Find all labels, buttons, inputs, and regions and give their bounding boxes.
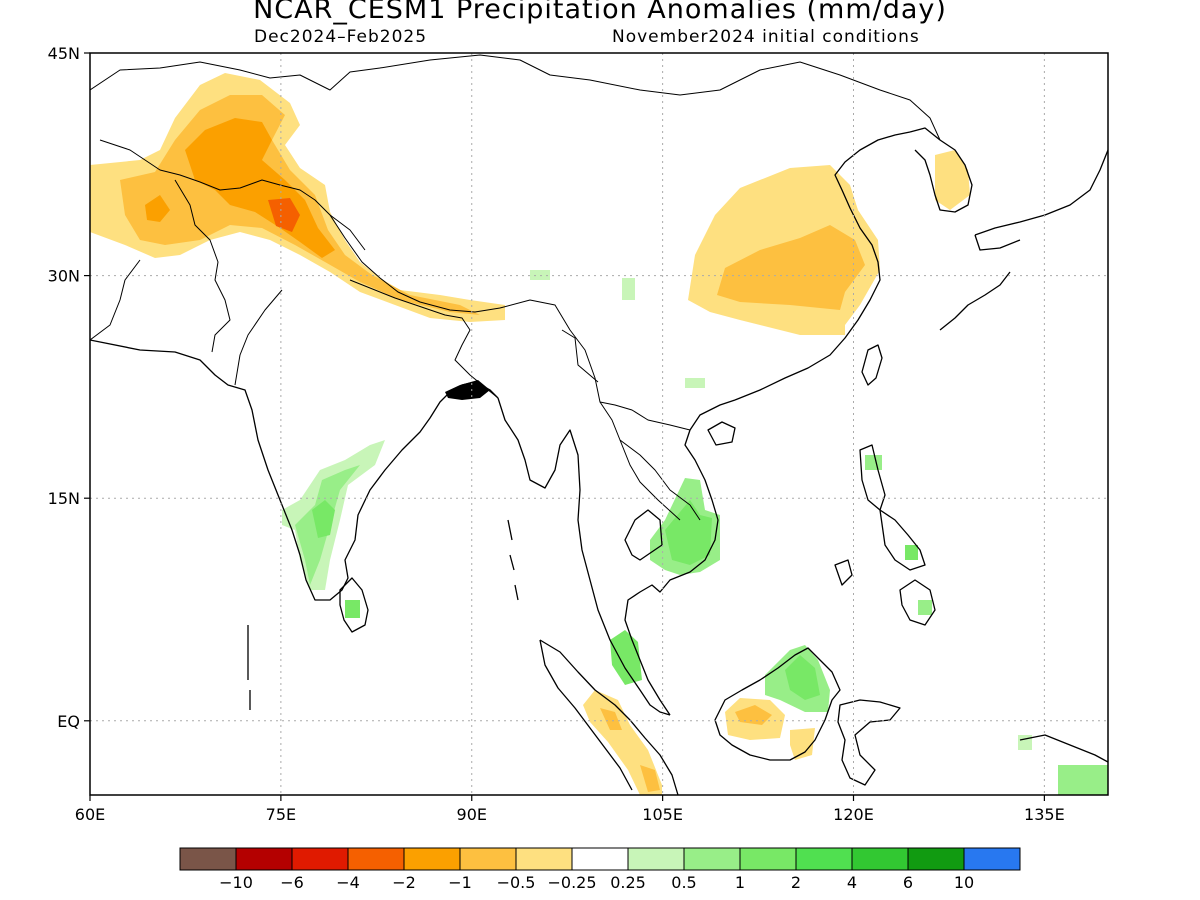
colorbar-label: −0.25 <box>547 873 596 892</box>
colorbar-swatch <box>403 847 461 871</box>
dry-anomaly-borneo <box>725 698 815 760</box>
lon-tick-label: 90E <box>457 805 487 824</box>
colorbar-swatch <box>571 847 629 871</box>
colorbar-swatch <box>515 847 573 871</box>
colorbar-label: 0.5 <box>671 873 696 892</box>
colorbar-swatch <box>179 847 237 871</box>
colorbar: −10 −6 −4 −2 −1 −0.5 −0.25 0.25 0.5 1 2 4 6 10 <box>179 847 1021 892</box>
initial-conditions-label: November2024 initial conditions <box>612 27 920 47</box>
figure-title: NCAR_CESM1 Precipitation Anomalies (mm/d… <box>253 0 947 25</box>
map-frame <box>89 52 1109 796</box>
bangladesh-coast-detail <box>445 380 490 400</box>
axis-ticks: 60E 75E 90E 105E 120E 135E 45N 30N 15N EQ <box>48 44 1065 824</box>
wet-anomaly-indochina <box>650 478 720 575</box>
lat-tick-label: 30N <box>48 267 80 286</box>
colorbar-label: −6 <box>280 873 304 892</box>
lon-tick-label: 120E <box>833 805 874 824</box>
colorbar-swatch <box>459 847 517 871</box>
wet-anomaly-borneo <box>765 645 830 712</box>
lon-tick-label: 60E <box>75 805 105 824</box>
colorbar-swatch <box>683 847 741 871</box>
colorbar-label: 4 <box>847 873 857 892</box>
lon-tick-label: 75E <box>266 805 296 824</box>
coastlines <box>90 127 1108 795</box>
lat-tick-label: EQ <box>57 712 80 731</box>
colorbar-swatch <box>963 847 1021 871</box>
colorbar-label: −0.5 <box>497 873 536 892</box>
dry-anomaly-east-china <box>688 165 880 335</box>
colorbar-label: −4 <box>336 873 360 892</box>
dry-anomaly-sumatra <box>583 690 662 795</box>
colorbar-swatch <box>347 847 405 871</box>
colorbar-label: 2 <box>791 873 801 892</box>
anomaly-field <box>90 73 1108 795</box>
colorbar-swatch <box>907 847 965 871</box>
colorbar-label: −2 <box>392 873 416 892</box>
dry-anomaly-pakistan-himalaya <box>90 73 505 322</box>
wet-anomaly-small-patches <box>530 270 1108 795</box>
colorbar-swatch <box>627 847 685 871</box>
wet-anomaly-south-india <box>282 440 385 618</box>
colorbar-label: 0.25 <box>610 873 646 892</box>
colorbar-swatch <box>235 847 293 871</box>
colorbar-swatch <box>739 847 797 871</box>
colorbar-label: 1 <box>735 873 745 892</box>
lon-tick-label: 135E <box>1024 805 1065 824</box>
wet-anomaly-malay-peninsula <box>610 630 642 685</box>
colorbar-label: −10 <box>219 873 253 892</box>
colorbar-swatch <box>851 847 909 871</box>
lat-tick-label: 45N <box>48 44 80 63</box>
political-borders <box>90 54 941 521</box>
dry-anomaly-korea <box>935 150 970 210</box>
map-grid <box>90 53 1108 795</box>
season-label: Dec2024–Feb2025 <box>254 27 428 47</box>
colorbar-swatch <box>291 847 349 871</box>
colorbar-swatch <box>795 847 853 871</box>
lat-tick-label: 15N <box>48 489 80 508</box>
colorbar-label: 10 <box>954 873 974 892</box>
colorbar-label: −1 <box>448 873 472 892</box>
lon-tick-label: 105E <box>642 805 683 824</box>
colorbar-label: 6 <box>903 873 913 892</box>
